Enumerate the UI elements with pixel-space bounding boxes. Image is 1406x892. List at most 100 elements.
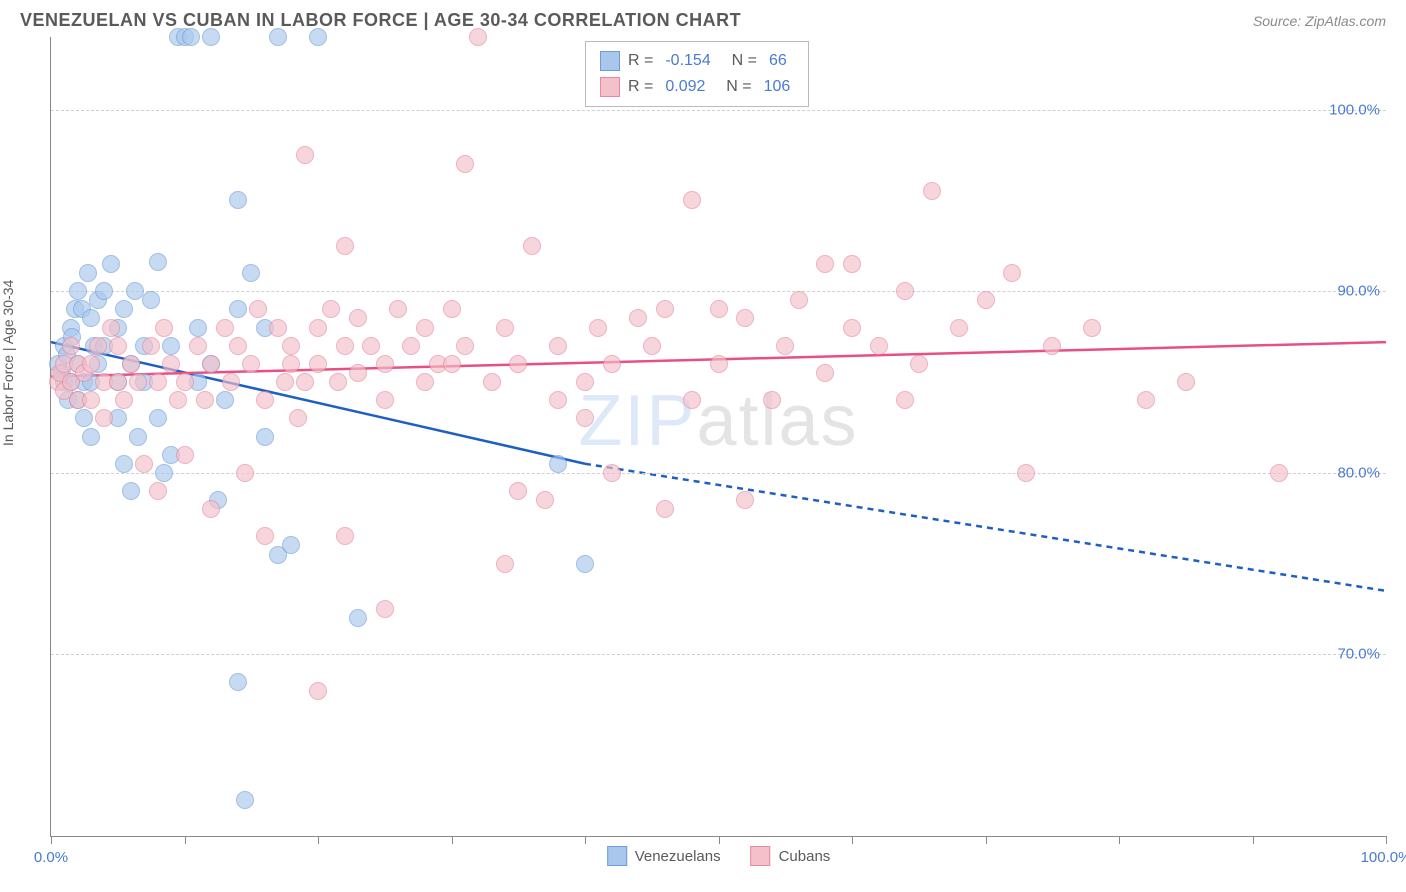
chart-source: Source: ZipAtlas.com <box>1253 13 1386 29</box>
scatter-point <box>523 237 541 255</box>
scatter-point <box>443 355 461 373</box>
legend-n-label: N = <box>717 74 751 100</box>
scatter-point <box>182 28 200 46</box>
scatter-point <box>249 300 267 318</box>
scatter-point <box>256 428 274 446</box>
scatter-point <box>155 464 173 482</box>
x-tick-label: 100.0% <box>1361 849 1406 866</box>
legend-swatch <box>600 77 620 97</box>
scatter-point <box>216 391 234 409</box>
scatter-point <box>816 364 834 382</box>
legend-swatch <box>600 51 620 71</box>
scatter-point <box>189 319 207 337</box>
scatter-point <box>122 482 140 500</box>
scatter-point <box>115 391 133 409</box>
scatter-point <box>496 319 514 337</box>
y-tick-label: 90.0% <box>1337 283 1380 300</box>
scatter-point <box>1177 373 1195 391</box>
scatter-point <box>603 355 621 373</box>
scatter-point <box>256 527 274 545</box>
scatter-point <box>469 28 487 46</box>
scatter-point <box>202 28 220 46</box>
scatter-point <box>149 482 167 500</box>
scatter-point <box>1017 464 1035 482</box>
scatter-point <box>870 337 888 355</box>
scatter-point <box>950 319 968 337</box>
y-tick-label: 80.0% <box>1337 464 1380 481</box>
scatter-point <box>149 373 167 391</box>
gridline-h <box>51 291 1386 292</box>
scatter-point <box>643 337 661 355</box>
scatter-point <box>115 300 133 318</box>
legend-row: R =-0.154 N =66 <box>600 48 794 74</box>
scatter-point <box>256 391 274 409</box>
scatter-point <box>135 455 153 473</box>
correlation-legend: R =-0.154 N =66R =0.092 N =106 <box>585 41 809 107</box>
scatter-point <box>710 300 728 318</box>
scatter-point <box>603 464 621 482</box>
scatter-point <box>229 337 247 355</box>
x-tick <box>1119 836 1120 844</box>
scatter-point <box>656 500 674 518</box>
scatter-point <box>276 373 294 391</box>
scatter-point <box>189 337 207 355</box>
y-tick-label: 70.0% <box>1337 646 1380 663</box>
scatter-point <box>349 309 367 327</box>
scatter-point <box>896 391 914 409</box>
scatter-point <box>282 355 300 373</box>
scatter-point <box>402 337 420 355</box>
scatter-point <box>1137 391 1155 409</box>
x-tick <box>185 836 186 844</box>
trend-lines <box>51 37 1386 836</box>
scatter-point <box>763 391 781 409</box>
scatter-point <box>629 309 647 327</box>
scatter-point <box>1083 319 1101 337</box>
chart-title: VENEZUELAN VS CUBAN IN LABOR FORCE | AGE… <box>20 10 741 31</box>
scatter-point <box>109 373 127 391</box>
series-legend: VenezuelansCubans <box>607 846 831 866</box>
chart-area: ZIPatlas 70.0%80.0%90.0%100.0%0.0%100.0%… <box>50 37 1386 837</box>
x-tick <box>318 836 319 844</box>
scatter-point <box>576 373 594 391</box>
scatter-point <box>683 191 701 209</box>
scatter-point <box>75 409 93 427</box>
scatter-point <box>816 255 834 273</box>
scatter-point <box>289 409 307 427</box>
scatter-point <box>349 364 367 382</box>
x-tick <box>986 836 987 844</box>
scatter-point <box>483 373 501 391</box>
scatter-point <box>977 291 995 309</box>
scatter-point <box>242 264 260 282</box>
scatter-point <box>309 319 327 337</box>
scatter-point <box>416 319 434 337</box>
scatter-point <box>109 337 127 355</box>
scatter-point <box>443 300 461 318</box>
scatter-point <box>589 319 607 337</box>
scatter-point <box>329 373 347 391</box>
scatter-point <box>1003 264 1021 282</box>
scatter-point <box>82 428 100 446</box>
scatter-point <box>376 355 394 373</box>
scatter-point <box>229 191 247 209</box>
scatter-point <box>309 28 327 46</box>
scatter-point <box>416 373 434 391</box>
scatter-point <box>509 355 527 373</box>
gridline-h <box>51 110 1386 111</box>
scatter-point <box>549 455 567 473</box>
trend-line <box>585 464 1386 591</box>
scatter-point <box>1043 337 1061 355</box>
scatter-point <box>549 337 567 355</box>
scatter-point <box>349 609 367 627</box>
scatter-point <box>82 391 100 409</box>
scatter-point <box>376 600 394 618</box>
scatter-point <box>202 500 220 518</box>
scatter-point <box>169 391 187 409</box>
scatter-point <box>89 337 107 355</box>
scatter-point <box>129 373 147 391</box>
scatter-point <box>142 337 160 355</box>
legend-r-value: -0.154 <box>661 48 714 74</box>
x-tick <box>852 836 853 844</box>
scatter-point <box>95 282 113 300</box>
scatter-point <box>776 337 794 355</box>
scatter-point <box>736 491 754 509</box>
